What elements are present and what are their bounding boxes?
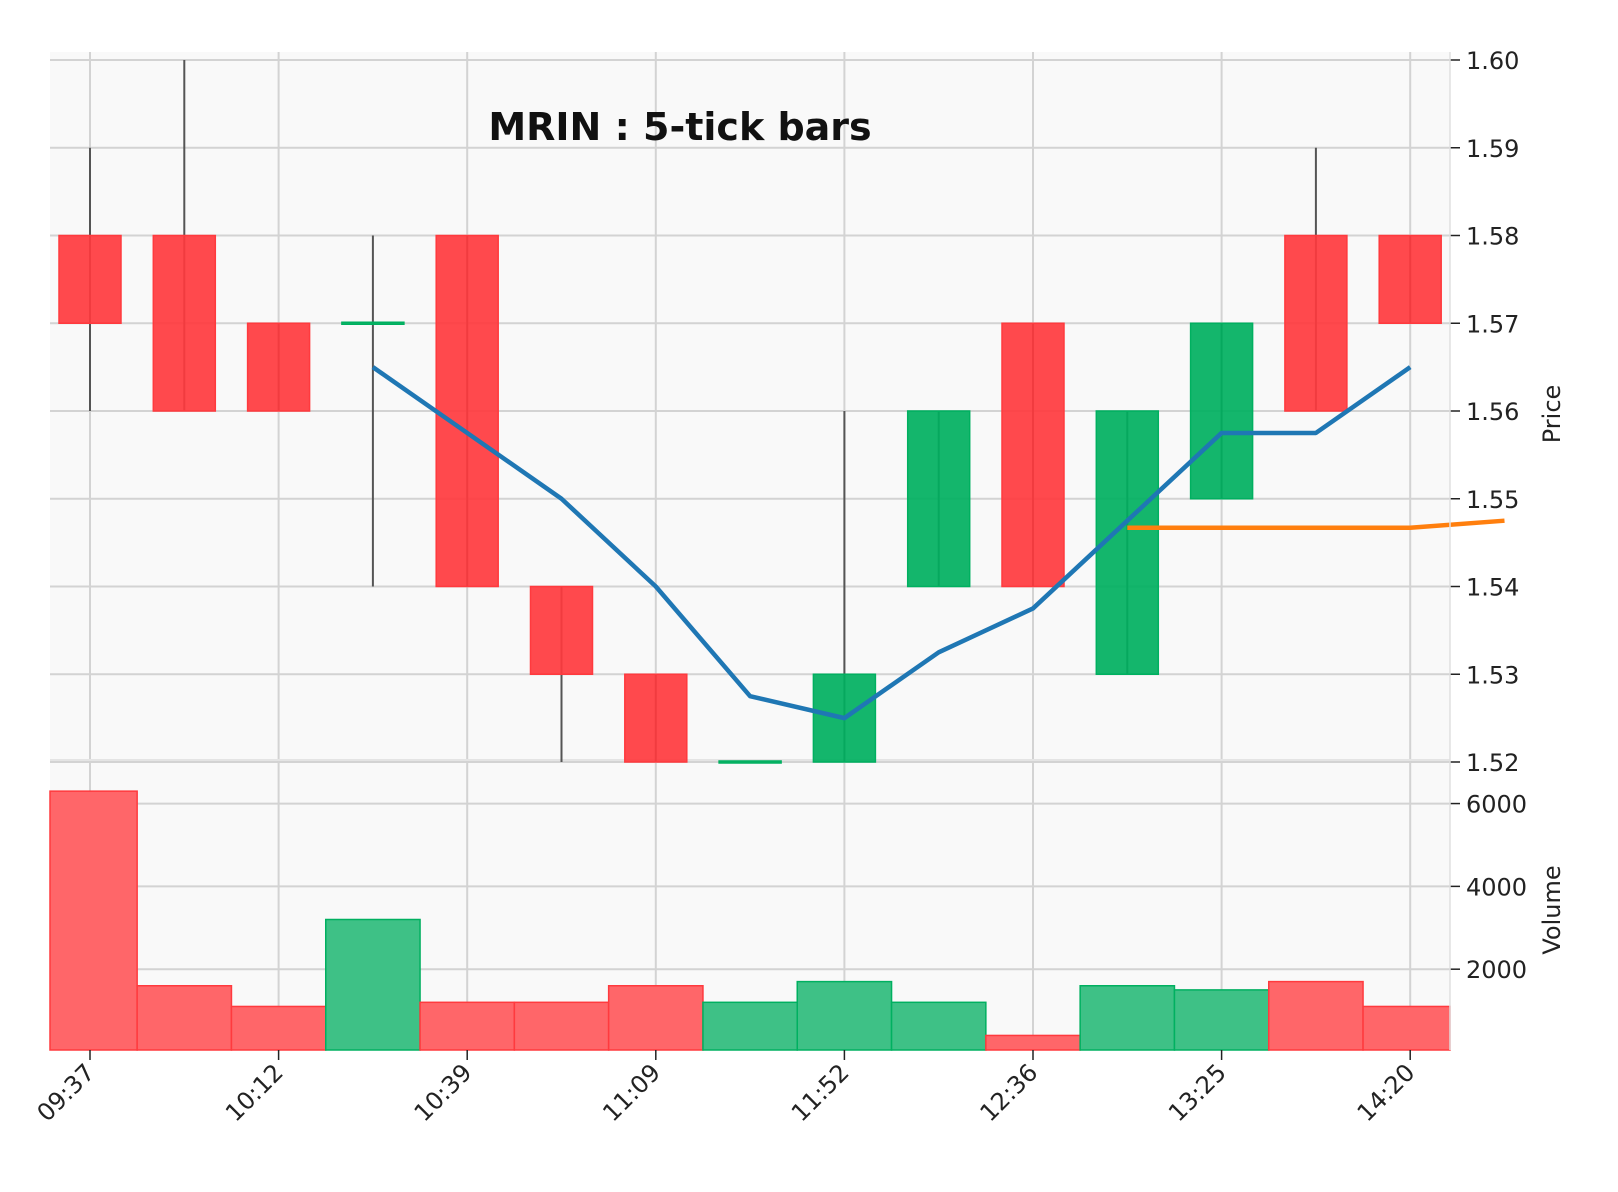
volume-bars [49,790,1451,1051]
time-tick-label: 12:36 [975,1058,1044,1127]
price-tick-label: 1.57 [1466,310,1519,338]
candle-body [529,585,594,675]
moving-average-line-blue [371,365,1412,721]
price-tick-label: 1.59 [1466,135,1519,163]
candle-body [1189,322,1254,500]
volume-tick-label: 4000 [1466,873,1527,901]
volume-bar [513,1001,610,1051]
price-tick-label: 1.52 [1466,749,1519,777]
volume-bar [890,1001,987,1051]
price-tick-label: 1.56 [1466,398,1519,426]
moving-average-line-orange [1127,518,1505,530]
price-tick-label: 1.60 [1466,47,1519,75]
candle-body [152,234,217,412]
chart-title: MRIN : 5-tick bars [488,105,871,149]
volume-bar [325,918,421,1051]
volume-tick-label: 6000 [1466,791,1527,819]
candle-body [435,234,499,588]
price-axis-label: Price [1538,385,1566,444]
moving-averages [371,365,1505,721]
time-tick-label: 10:39 [409,1058,478,1127]
time-tick-label: 13:25 [1163,1058,1232,1127]
volume-bar [796,980,893,1051]
price-tick-label: 1.53 [1466,661,1519,689]
candle-body [906,410,971,588]
candle-body [718,760,782,764]
volume-bar [702,1001,799,1051]
volume-bar [1173,989,1270,1051]
volume-bar [49,790,138,1051]
volume-bar [1079,985,1176,1051]
volume-bar [1268,980,1364,1051]
candle-body [1001,322,1065,588]
price-tick-label: 1.58 [1466,223,1519,251]
candle-body [58,234,122,324]
volume-bar [136,985,233,1051]
candle-body [624,673,688,763]
time-tick-label: 11:52 [786,1058,855,1127]
volume-tick-label: 2000 [1466,956,1527,984]
time-tick-label: 14:20 [1352,1058,1421,1127]
volume-bar [419,1001,516,1051]
volume-bar [607,985,704,1051]
price-tick-label: 1.55 [1466,486,1519,514]
time-tick-label: 10:12 [220,1058,289,1127]
candlesticks [58,60,1442,764]
candle-body [341,321,405,325]
volume-bar [985,1034,1081,1051]
time-tick-label: 09:37 [32,1058,101,1127]
volume-bar [1362,1005,1451,1051]
volume-bar [230,1005,327,1051]
candle-body [1284,234,1348,412]
volume-axis-label: Volume [1538,865,1566,954]
candle-body [1378,234,1442,324]
candle-body [246,322,311,412]
time-tick-label: 11:09 [597,1058,666,1127]
price-tick-label: 1.54 [1466,574,1519,602]
